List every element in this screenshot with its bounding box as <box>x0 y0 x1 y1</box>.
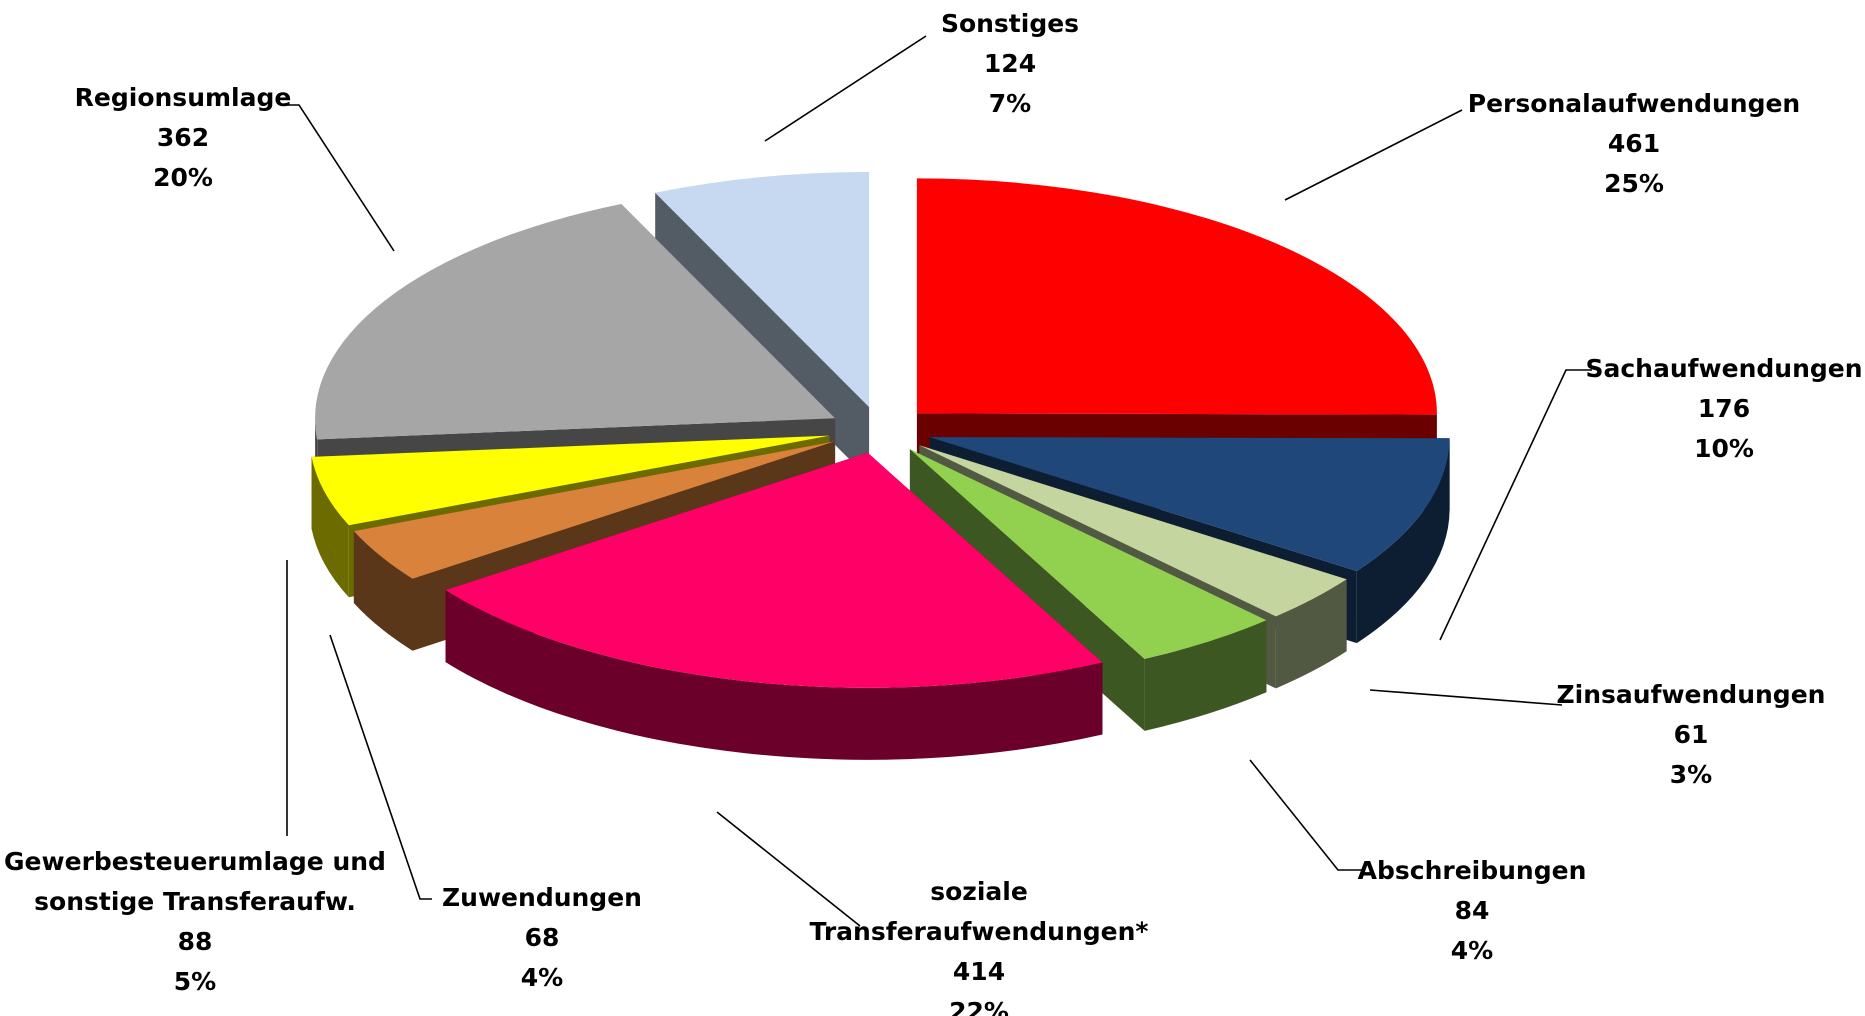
label-name: Sonstiges <box>940 9 1080 38</box>
slice-wall <box>311 456 349 598</box>
slice-face <box>353 441 835 604</box>
leader-line <box>287 104 395 252</box>
slice-label: Personalaufwendungen 461 25% <box>1468 84 1800 204</box>
label-percent: 20% <box>153 163 213 192</box>
label-name: Zinsaufwendungen <box>1556 680 1826 709</box>
slice-label: Zuwendungen 68 4% <box>442 878 642 998</box>
slice-label: Zinsaufwendungen 61 3% <box>1557 675 1826 795</box>
label-value: 414 <box>952 957 1006 986</box>
leader-line <box>764 35 927 142</box>
label-percent: 4% <box>1450 936 1494 965</box>
label-value: 84 <box>1454 896 1490 925</box>
label-percent: 5% <box>173 967 217 996</box>
label-name: Personalaufwendungen <box>1467 89 1801 118</box>
slice-wall <box>1356 438 1450 644</box>
label-percent: 7% <box>988 89 1032 118</box>
slice-wall <box>445 590 1103 760</box>
slice-top <box>929 437 1450 572</box>
slice-wall <box>353 531 413 651</box>
leader-line <box>1369 689 1563 706</box>
slice-label: Gewerbesteuerumlage und sonstige Transfe… <box>4 842 386 1002</box>
pie-slice <box>445 452 1103 760</box>
slice-label: soziale Transferaufwendungen* 414 22% <box>810 872 1149 1016</box>
label-name: soziale Transferaufwendungen* <box>809 877 1149 946</box>
label-value: 88 <box>177 927 213 956</box>
slice-top <box>315 204 836 440</box>
slice-label: Sonstiges 124 7% <box>941 4 1079 124</box>
label-percent: 4% <box>520 963 564 992</box>
leader-line <box>1284 109 1463 201</box>
slice-top <box>909 449 1267 659</box>
leader-line <box>1439 369 1592 641</box>
leader-line <box>329 634 432 900</box>
label-name: Gewerbesteuerumlage und sonstige Transfe… <box>4 847 386 916</box>
label-value: 176 <box>1697 394 1751 423</box>
slice-wall <box>1275 579 1347 689</box>
slice-label: Regionsumlage 362 20% <box>75 78 292 198</box>
label-percent: 25% <box>1604 169 1664 198</box>
slice-top <box>655 172 870 407</box>
label-name: Abschreibungen <box>1357 856 1587 885</box>
label-value: 68 <box>524 923 560 952</box>
slice-top <box>311 435 830 526</box>
label-name: Sachaufwendungen <box>1585 354 1863 383</box>
slice-top <box>916 178 1437 415</box>
label-value: 461 <box>1607 129 1661 158</box>
slice-label: Sachaufwendungen 176 10% <box>1585 349 1862 469</box>
label-name: Regionsumlage <box>74 83 292 112</box>
slice-top <box>353 441 835 579</box>
label-name: Zuwendungen <box>442 883 642 912</box>
slice-top <box>445 452 1103 688</box>
label-percent: 3% <box>1669 760 1713 789</box>
leader-line <box>716 811 861 927</box>
slice-label: Abschreibungen 84 4% <box>1358 851 1587 971</box>
label-value: 61 <box>1673 720 1709 749</box>
label-value: 362 <box>156 123 210 152</box>
label-percent: 22% <box>949 997 1009 1016</box>
label-value: 124 <box>983 49 1037 78</box>
label-percent: 10% <box>1694 434 1754 463</box>
slice-top <box>919 445 1347 617</box>
slice-wall <box>1144 620 1267 731</box>
leader-line <box>1249 759 1362 871</box>
